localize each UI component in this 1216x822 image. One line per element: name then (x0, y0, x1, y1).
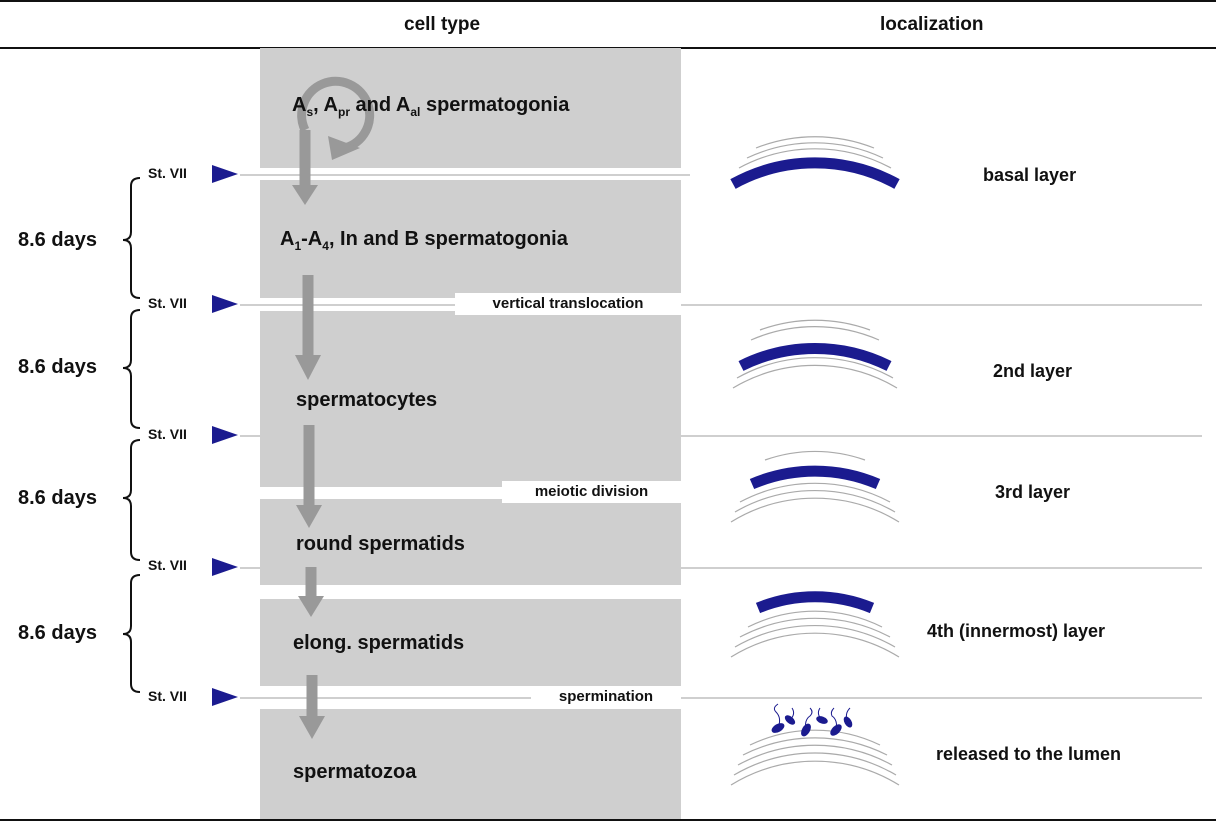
cell-spermatozoa: spermatozoa (293, 761, 417, 783)
duration-label-2: 8.6 days (18, 356, 97, 378)
stage-marker-1 (212, 165, 238, 183)
brace-1 (122, 177, 141, 299)
lumen-spermatozoa-icon (730, 703, 900, 786)
stage-marker-5 (212, 688, 238, 706)
stage-label-4: St. VII (148, 557, 187, 573)
stage-line-5 (240, 697, 1202, 699)
brace-2 (122, 309, 141, 429)
top-rule (0, 0, 1216, 2)
fourth-layer-icon (730, 591, 900, 658)
header-localization: localization (880, 14, 984, 35)
cell-undifferentiated-spermatogonia: As, Apr and Aal spermatogonia (292, 94, 570, 119)
localization-fourth: 4th (innermost) layer (927, 621, 1106, 641)
cell-elong-spermatids: elong. spermatids (293, 632, 465, 654)
third-layer-icon (730, 450, 900, 523)
event-spermination: spermination (531, 686, 681, 708)
localization-second: 2nd layer (993, 361, 1073, 381)
panel-block-2 (260, 180, 681, 298)
stage-line-1 (240, 174, 690, 176)
stage-markers (212, 165, 238, 706)
progression-arrows (299, 130, 318, 716)
basal-layer-icon (730, 136, 900, 189)
cell-differentiating-spermatogonia: A1-A4, In and B spermatogonia (280, 228, 568, 253)
self-renewal-loop-icon (297, 76, 375, 160)
localization-lumen: released to the lumen (936, 744, 1122, 764)
stage-line-2 (240, 304, 1202, 306)
stage-marker-3 (212, 426, 238, 444)
arrowheads (292, 185, 325, 739)
panel-block-3 (260, 311, 681, 487)
panel-block-5 (260, 599, 681, 686)
stage-label-5: St. VII (148, 688, 187, 704)
event-vertical-translocation: vertical translocation (455, 293, 681, 315)
stage-label-2: St. VII (148, 295, 187, 311)
stage-label-3: St. VII (148, 426, 187, 442)
cell-spermatocytes: spermatocytes (296, 389, 438, 411)
cell-round-spermatids: round spermatids (296, 533, 465, 555)
duration-label-1: 8.6 days (18, 229, 97, 251)
localization-basal: basal layer (983, 165, 1077, 185)
duration-label-3: 8.6 days (18, 487, 97, 509)
stage-line-3 (240, 435, 1202, 437)
bottom-rule (0, 819, 1216, 821)
duration-label-4: 8.6 days (18, 622, 97, 644)
duration-braces (122, 177, 141, 693)
event-meiotic-division: meiotic division (502, 481, 681, 503)
second-layer-icon (732, 319, 898, 389)
panel-block-6 (260, 709, 681, 819)
brace-4 (122, 574, 141, 693)
header-cell-type: cell type (404, 14, 481, 35)
panel-block-4 (260, 499, 681, 585)
stage-line-4 (240, 567, 1202, 569)
stage-marker-4 (212, 558, 238, 576)
stage-marker-2 (212, 295, 238, 313)
localization-third: 3rd layer (995, 482, 1071, 502)
stage-label-1: St. VII (148, 165, 187, 181)
brace-3 (122, 439, 141, 561)
